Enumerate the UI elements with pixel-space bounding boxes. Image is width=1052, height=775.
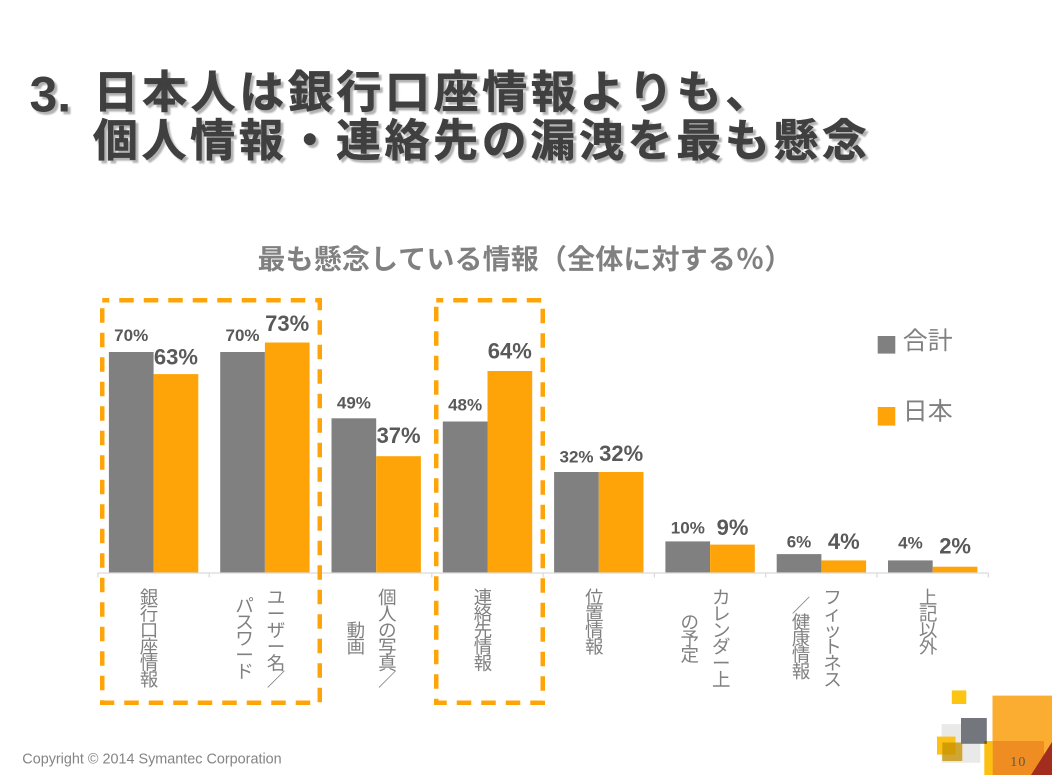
svg-text:3.: 3.: [30, 66, 72, 122]
svg-text:70%: 70%: [225, 326, 259, 345]
svg-text:9%: 9%: [717, 515, 749, 540]
svg-text:64%: 64%: [488, 339, 532, 364]
svg-text:49%: 49%: [337, 394, 371, 413]
svg-text:70%: 70%: [114, 326, 148, 345]
svg-text:10: 10: [1010, 755, 1026, 770]
svg-text:37%: 37%: [377, 423, 421, 448]
svg-text:48%: 48%: [448, 396, 482, 415]
svg-text:73%: 73%: [265, 311, 309, 336]
svg-text:2%: 2%: [939, 534, 971, 559]
svg-text:63%: 63%: [154, 344, 198, 369]
svg-text:32%: 32%: [599, 441, 643, 466]
svg-text:6%: 6%: [787, 532, 812, 551]
svg-text:4%: 4%: [898, 534, 923, 553]
svg-text:Copyright © 2014 Symantec Corp: Copyright © 2014 Symantec Corporation: [22, 752, 281, 768]
svg-text:32%: 32%: [559, 448, 593, 467]
svg-text:10%: 10%: [671, 518, 705, 537]
svg-text:4%: 4%: [828, 529, 860, 554]
